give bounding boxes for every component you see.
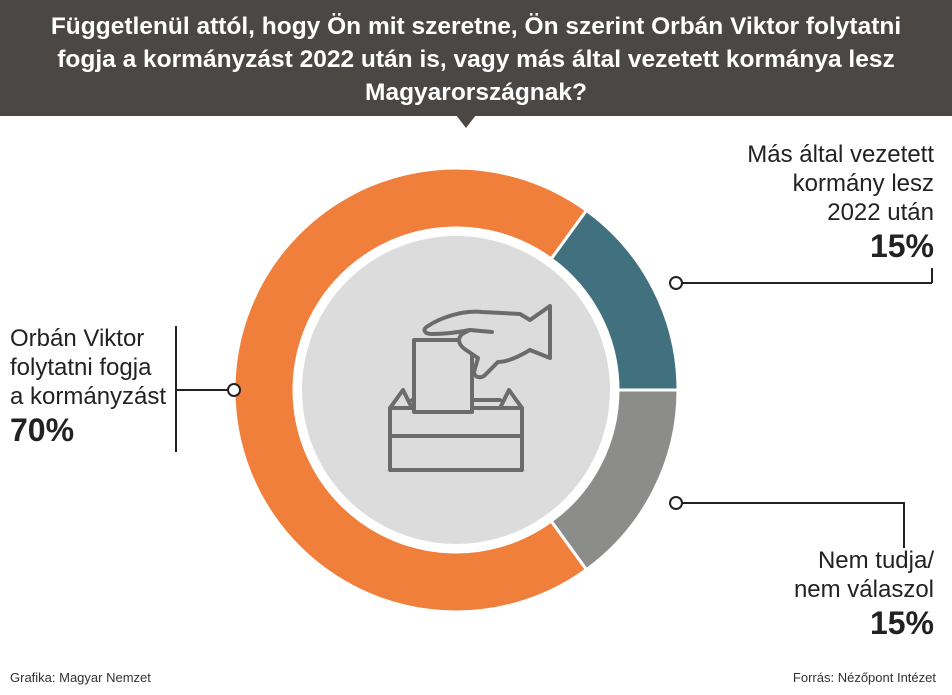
- slice-label-line: Más által vezetett: [747, 141, 934, 168]
- slice-label-orban: Orbán Viktor folytatni fogja a kormányzá…: [10, 324, 166, 448]
- ballot-box-icon-part: [412, 338, 474, 414]
- slice-label-line: kormány lesz: [792, 170, 934, 197]
- leader-dots: [227, 276, 683, 510]
- title-pointer: [456, 115, 476, 128]
- leader-dot-mas: [669, 276, 683, 290]
- slice-value-nem: 15%: [869, 605, 934, 641]
- slice-label-line: Nem tudja/: [817, 547, 934, 574]
- donut-slices: [232, 166, 680, 614]
- donut-slice-nem: [549, 388, 680, 572]
- donut-slice-orban: [232, 166, 589, 614]
- leader-dot-orban: [227, 383, 241, 397]
- source-credit: Forrás: Nézőpont Intézet: [792, 670, 936, 685]
- leader-lines: [175, 268, 933, 548]
- slice-label-line: Orbán Viktor: [10, 325, 145, 352]
- leader-line-nem: [676, 502, 905, 548]
- slice-label-nem: Nem tudja/ nem válaszol 15%: [794, 546, 934, 641]
- slice-label-line: folytatni fogja: [10, 354, 152, 381]
- ballot-box-icon-part: [498, 388, 524, 410]
- graphic-credit: Grafika: Magyar Nemzet: [10, 670, 151, 685]
- slice-label-mas: Más által vezetett kormány lesz 2022 utá…: [747, 140, 934, 264]
- ballot-box-icon-part: [388, 388, 414, 410]
- slice-value-mas: 15%: [869, 228, 934, 264]
- ballot-box-icon-part: [388, 406, 524, 472]
- chart-title: Függetlenül attól, hogy Ön mit szeretne,…: [0, 0, 952, 116]
- ballot-box-icon-part: [422, 304, 552, 380]
- slice-label-line: nem válaszol: [793, 576, 934, 603]
- slice-value-orban: 70%: [10, 412, 75, 448]
- ballot-box-icon-part: [468, 328, 494, 334]
- slice-label-line: a kormányzást: [10, 383, 167, 410]
- slice-label-line: 2022 után: [827, 199, 934, 226]
- leader-dot-nem: [669, 496, 683, 510]
- ballot-box-icon: [388, 304, 552, 472]
